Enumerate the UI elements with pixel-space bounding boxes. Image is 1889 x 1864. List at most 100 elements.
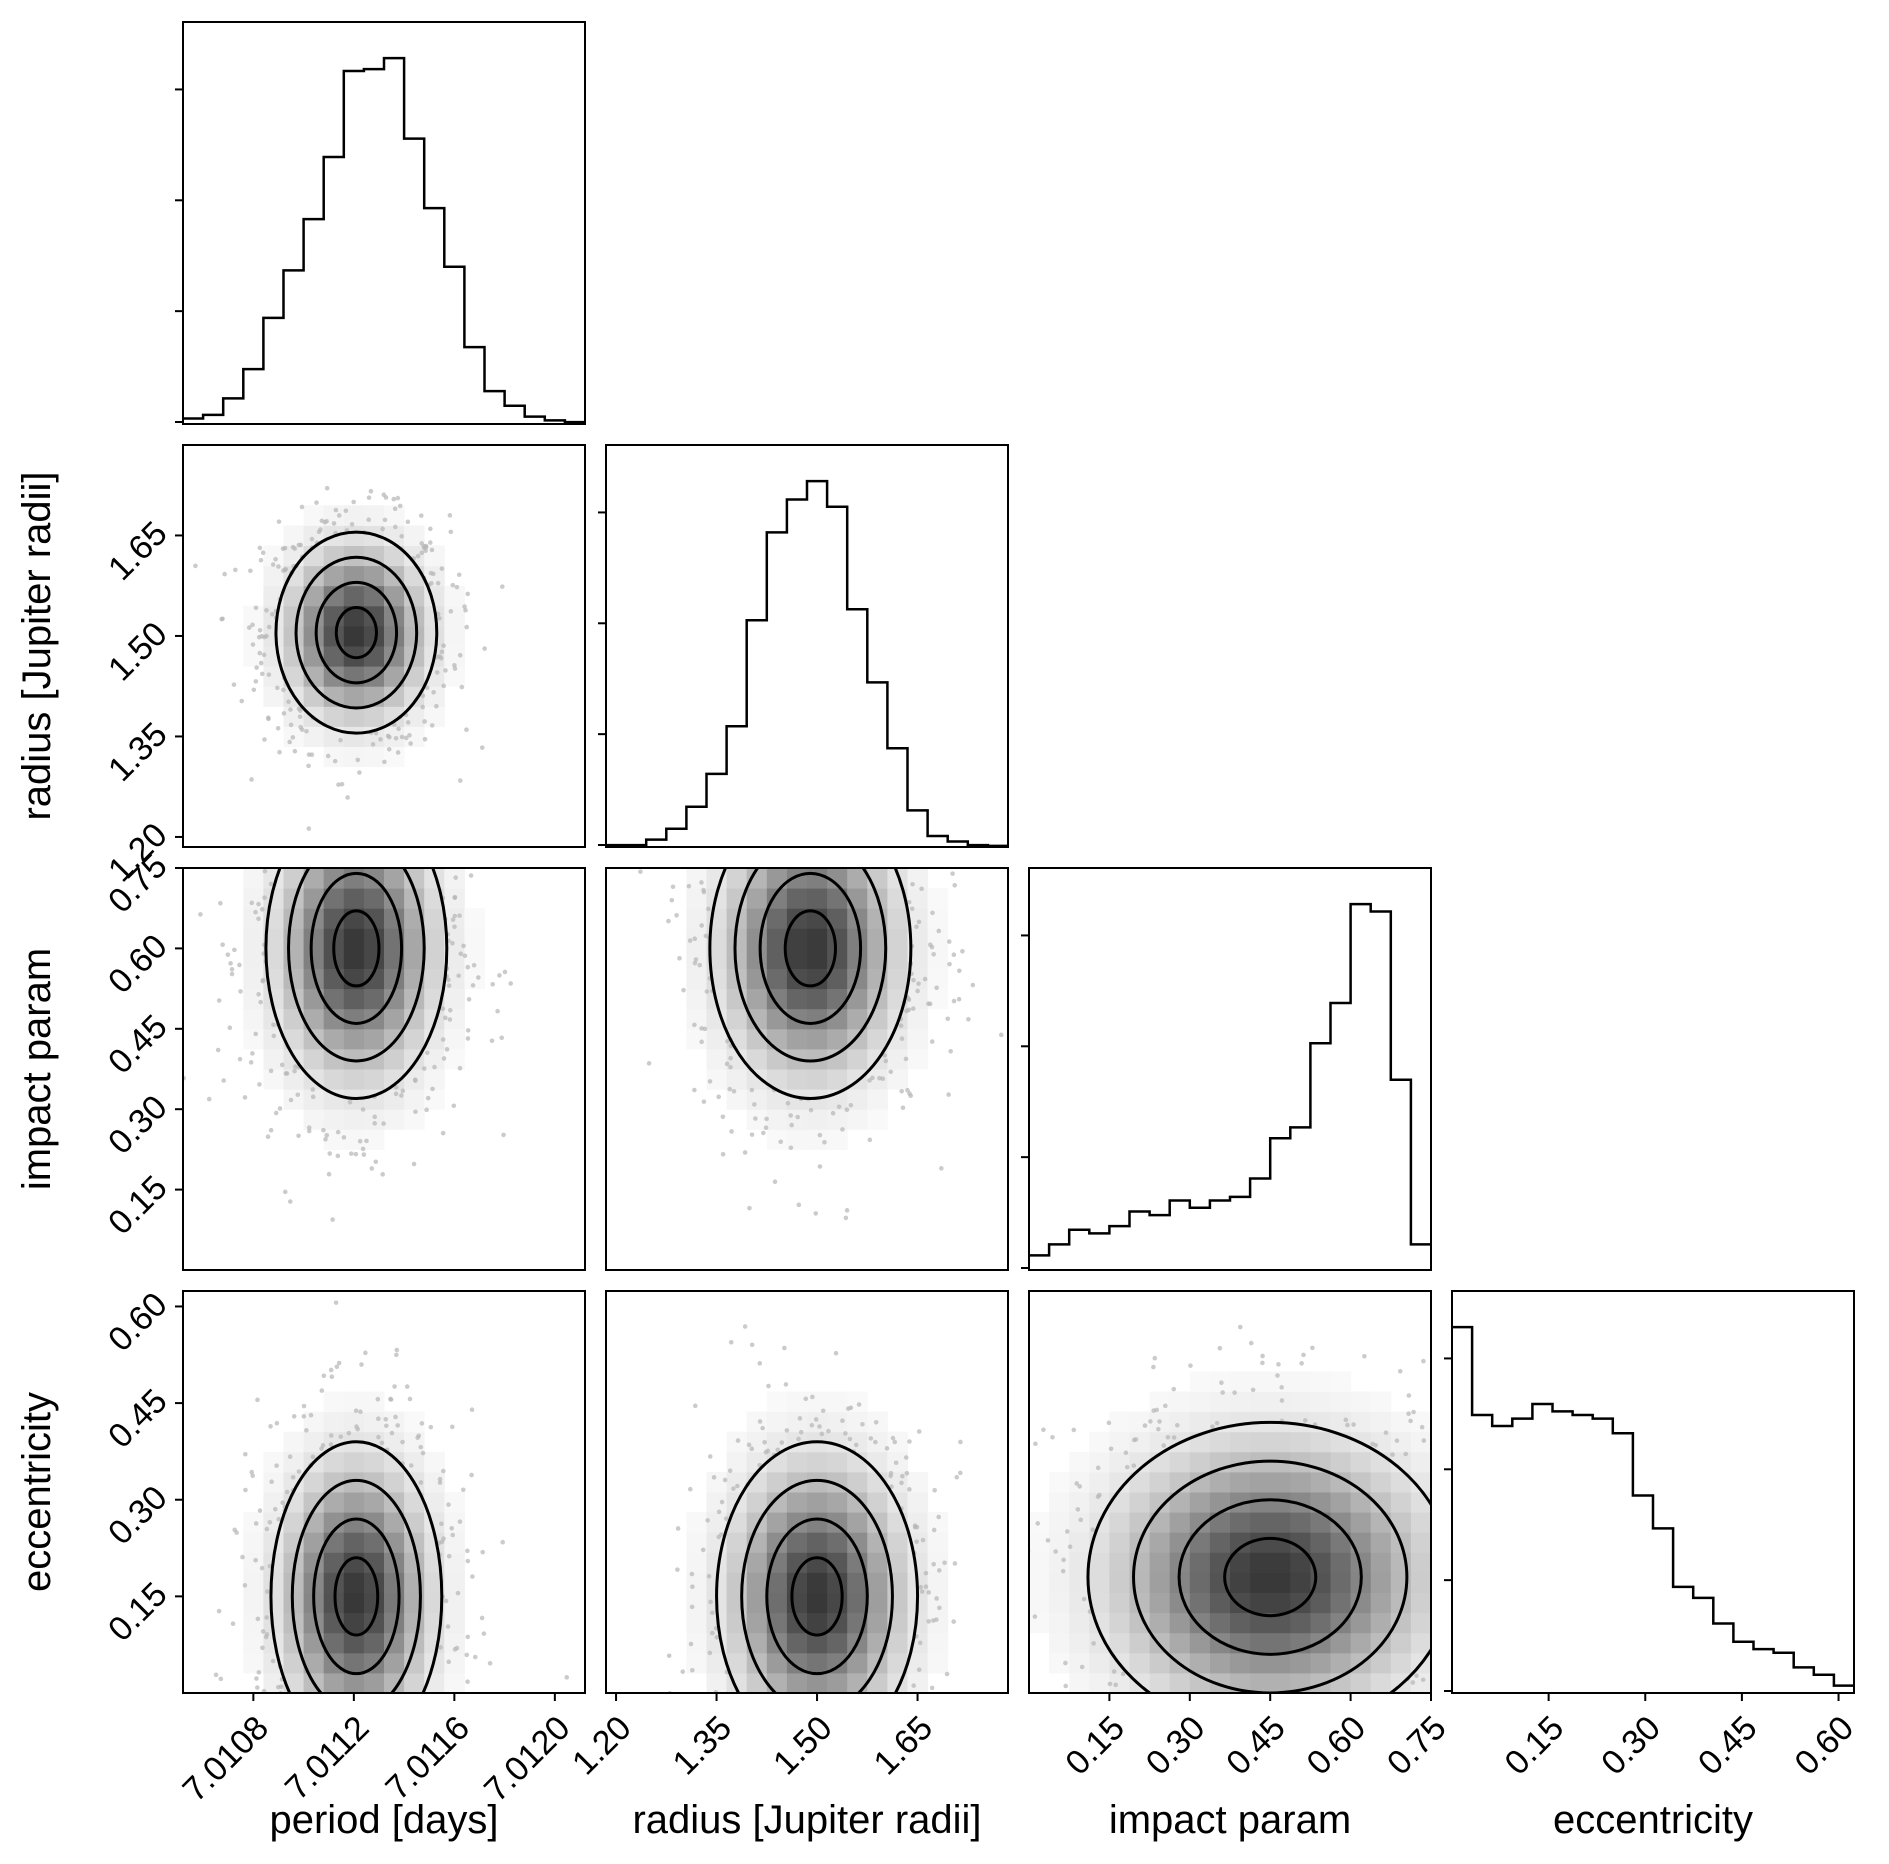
density-cell	[1149, 1612, 1171, 1634]
scatter-point	[843, 1215, 849, 1221]
density-cell	[807, 988, 828, 1010]
scatter-point	[396, 1734, 401, 1739]
scatter-point	[932, 1488, 937, 1493]
scatter-point	[472, 1654, 478, 1660]
density-cell	[343, 1592, 365, 1614]
histogram-step-radius	[606, 479, 1008, 848]
scatter-point	[888, 1710, 893, 1715]
density-cell	[384, 505, 405, 526]
density-cell	[847, 1592, 868, 1614]
density-cell	[243, 1592, 264, 1614]
density-cell	[1410, 1552, 1431, 1573]
scatter-point	[1284, 1762, 1289, 1767]
density-cell	[363, 545, 385, 567]
density-cell	[263, 666, 284, 687]
scatter-point	[220, 1695, 225, 1700]
density-cell	[807, 1028, 828, 1050]
scatter-point	[888, 1069, 894, 1075]
scatter-point	[1074, 1481, 1080, 1486]
density-cell	[807, 1109, 828, 1130]
contour-level-2	[314, 580, 399, 685]
density-cell	[907, 1652, 929, 1674]
density-cell	[1069, 1632, 1090, 1654]
scatter-point	[372, 1756, 377, 1761]
joint-panel-radius-eccentricity	[605, 1290, 1009, 1715]
scatter-point	[451, 1103, 457, 1109]
scatter-point	[701, 889, 707, 895]
density-cell	[263, 1451, 284, 1473]
scatter-point	[1490, 1557, 1495, 1562]
scatter-point	[900, 1105, 906, 1111]
density-cell	[1049, 1552, 1070, 1573]
scatter-point	[462, 604, 467, 609]
scatter-point	[431, 689, 436, 695]
density-cell	[786, 1532, 808, 1553]
density-cell	[323, 1492, 345, 1513]
scatter-point	[216, 1608, 222, 1614]
density-cell	[1230, 1492, 1251, 1513]
scatter-point	[725, 1039, 730, 1044]
density-cell	[1109, 1612, 1130, 1634]
density-cell	[323, 1411, 345, 1433]
density-cell	[363, 948, 385, 969]
density-cell	[1029, 1532, 1050, 1553]
density-cell	[867, 1492, 888, 1513]
density-cell	[424, 1572, 445, 1593]
density-cell	[1049, 1612, 1070, 1634]
density-cell	[726, 868, 748, 889]
scatter-point	[339, 781, 345, 787]
scatter-point	[254, 1676, 259, 1681]
density-cell	[786, 948, 808, 969]
scatter-point	[680, 1669, 686, 1674]
scatter-point	[450, 821, 455, 826]
density-cell	[363, 1632, 385, 1654]
scatter-point	[946, 1092, 951, 1097]
density-cell	[807, 1632, 828, 1654]
scatter-point	[1018, 1561, 1023, 1566]
density-cell	[927, 1612, 949, 1634]
contour-level-2	[758, 871, 863, 1025]
density-cell	[1230, 1411, 1251, 1433]
density-cell	[323, 585, 345, 607]
scatter-point	[403, 735, 409, 741]
density-cell	[746, 988, 768, 1010]
scatter-point	[421, 1066, 427, 1071]
density-cell	[867, 1089, 888, 1110]
density-cell	[1370, 1572, 1392, 1593]
density-cell	[303, 1089, 325, 1110]
scatter-point	[419, 541, 425, 546]
density-cell	[867, 1552, 888, 1573]
density-cell	[766, 1592, 788, 1614]
density-cell	[827, 1048, 848, 1070]
density-cell	[1370, 1492, 1392, 1513]
density-cell	[847, 1431, 868, 1453]
density-cell	[243, 908, 264, 929]
scatter-point	[813, 1417, 819, 1422]
density-cell	[444, 1672, 465, 1693]
scatter-point	[638, 869, 643, 874]
density-cell	[887, 1652, 908, 1674]
scatter-point	[274, 1463, 279, 1468]
density-cell	[1129, 1471, 1151, 1493]
density-cell	[847, 948, 868, 969]
scatter-point	[297, 714, 303, 720]
scatter-point	[327, 1151, 333, 1156]
scatter-point	[704, 989, 710, 994]
density-cell	[404, 1028, 425, 1050]
density-cell	[1270, 1492, 1291, 1513]
scatter-point	[437, 1476, 443, 1482]
scatter-point	[233, 567, 238, 573]
density-cell	[363, 505, 385, 526]
scatter-point	[946, 859, 951, 864]
density-cell	[363, 908, 385, 929]
density-cell	[323, 988, 345, 1010]
density-cell	[766, 1572, 788, 1593]
density-cell	[343, 625, 365, 647]
density-cell	[1029, 1592, 1050, 1614]
scatter-point	[229, 971, 235, 977]
scatter-point	[1081, 1596, 1087, 1602]
density-cell	[323, 1552, 345, 1573]
scatter-point	[407, 732, 412, 738]
density-cell	[1230, 1652, 1251, 1674]
density-cell	[927, 908, 949, 929]
